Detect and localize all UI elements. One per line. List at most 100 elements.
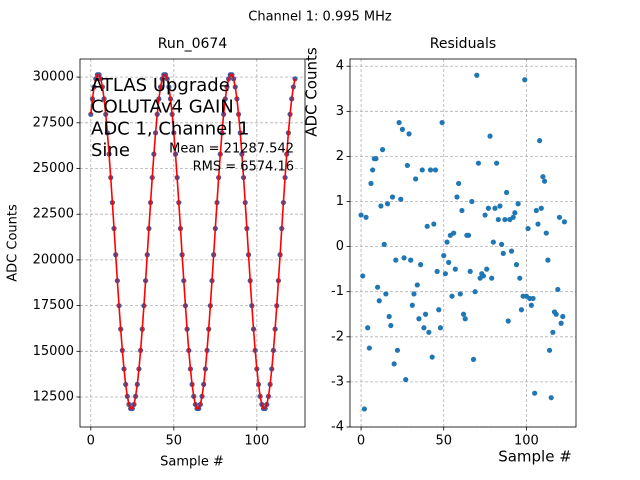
data-point [427,167,434,173]
data-point [474,72,480,78]
data-point [375,284,381,290]
data-point [384,201,391,207]
data-point [456,180,462,187]
data-point [525,225,531,232]
x-axis-label: Sample # [160,455,224,470]
y-tick-label: 2 [336,149,344,164]
data-point [555,286,561,293]
data-point [368,180,374,187]
y-tick-label: 15000 [33,344,74,359]
figure-title: Channel 1: 0.995 MHz [248,10,392,25]
data-point [373,156,379,162]
data-point [508,248,515,254]
x-axis-label: Sample # [498,448,572,466]
y-tick-label: -2 [331,329,344,344]
data-point [475,160,482,166]
data-point [378,203,384,209]
data-point [434,268,440,275]
data-point [560,313,566,320]
data-point [532,390,538,396]
y-tick-label: 3 [336,104,344,119]
x-tick-label: 50 [166,434,183,449]
data-point [553,311,559,317]
stat-label: RMS = 6574.16 [193,160,294,175]
data-point [404,162,410,169]
data-point [381,241,387,247]
y-tick-label: 4 [336,59,344,74]
data-point [360,273,366,279]
annotation: ADC 1, Channel 1 [91,118,249,139]
data-point [510,214,516,220]
data-point [517,275,523,281]
y-tick-label: 25000 [33,161,74,176]
data-point [467,268,473,275]
data-point [398,196,404,202]
data-point [543,230,549,236]
data-point [401,255,407,261]
data-point [497,203,503,209]
data-point [489,275,495,281]
data-point [487,133,493,139]
data-point [422,311,429,317]
data-point [490,239,496,245]
y-tick-label: 22500 [33,207,74,222]
data-point [460,311,467,317]
data-point [561,219,568,225]
axes-title: Residuals [430,36,496,52]
data-point [441,253,447,259]
x-tick-label: 0 [87,434,95,449]
data-point [436,307,442,313]
data-point [470,356,477,362]
y-tick-label: -1 [331,284,344,299]
data-point [388,322,394,329]
stat-label: Mean = 21287.542 [169,142,294,157]
data-point [513,262,520,268]
annotation: COLUTAv4 GAIN [91,97,234,118]
data-point [449,293,455,299]
annotation: ATLAS Upgrade [91,75,230,96]
data-point [484,266,490,272]
data-point [370,167,376,173]
data-point [465,232,472,238]
data-point [411,291,417,297]
axes-frame [349,58,577,428]
data-point [495,216,501,223]
data-point [538,205,544,211]
data-point [393,257,399,263]
data-point [499,241,505,247]
data-point [424,223,430,229]
y-tick-label: 1 [336,194,344,209]
data-point [558,320,564,326]
data-point [358,212,364,218]
data-point [550,329,556,335]
data-point [419,167,425,173]
data-point [502,216,508,223]
data-point [546,347,553,353]
x-tick-label: 100 [244,434,269,449]
data-point [528,302,534,308]
data-point [452,266,458,272]
data-point [429,354,435,360]
data-point [416,316,422,322]
y-tick-label: -4 [331,420,344,435]
data-point [406,131,412,137]
data-point [492,205,498,211]
data-point [413,176,419,182]
data-point [537,138,543,144]
annotation: Sine [91,140,130,161]
y-tick-label: 12500 [33,390,74,405]
y-axis-label: ADC Counts [6,204,21,282]
data-point [522,77,528,83]
data-point [421,325,427,331]
plot-area [358,72,568,412]
data-point [365,325,371,331]
data-point [533,207,539,214]
data-point [431,221,437,227]
data-point [439,119,445,126]
y-tick-label: 30000 [33,70,74,85]
data-point [363,214,369,220]
data-point [500,250,506,256]
data-point [417,262,424,268]
